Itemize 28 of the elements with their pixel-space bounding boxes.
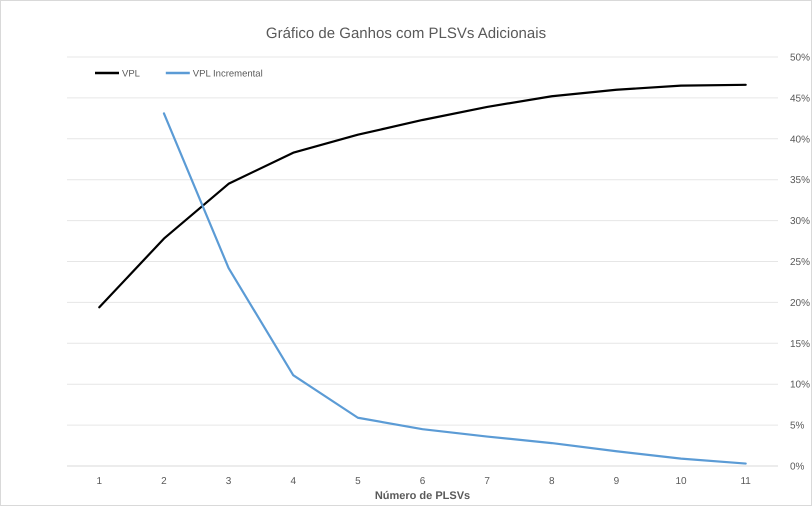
x-tick-label: 3 [226, 476, 232, 487]
legend-label: VPL [122, 68, 140, 80]
x-tick-label: 7 [484, 476, 490, 487]
y-tick-label: 5% [790, 420, 805, 432]
x-tick-label: 5 [355, 476, 362, 487]
y-tick-label: 30% [790, 216, 810, 228]
y-tick-label: 15% [790, 338, 810, 350]
y-tick-label: 45% [790, 93, 810, 104]
chart-title: Gráfico de Ganhos com PLSVs Adicionais [266, 25, 546, 42]
y-tick-label: 50% [790, 52, 810, 64]
y-tick-label: 40% [790, 134, 810, 146]
x-tick-label: 11 [740, 476, 752, 487]
y-tick-label: 25% [790, 257, 810, 268]
x-tick-label: 2 [161, 476, 168, 487]
y-tick-label: 10% [790, 380, 810, 391]
line-series [162, 112, 747, 465]
x-tick-label: 8 [548, 476, 555, 487]
x-axis-title: Número de PLSVs [374, 490, 470, 502]
x-tick-label: 9 [614, 476, 620, 487]
x-tick-label: 1 [96, 476, 103, 487]
y-tick-label: 35% [790, 175, 810, 186]
x-tick-label: 4 [290, 476, 296, 487]
y-tick-label: 0% [790, 462, 805, 472]
line-series [98, 84, 747, 308]
x-tick-label: 6 [420, 476, 426, 487]
y-tick-label: 20% [790, 298, 810, 309]
legend-label: VPL Incremental [192, 68, 263, 80]
x-tick-label: 10 [675, 476, 688, 487]
